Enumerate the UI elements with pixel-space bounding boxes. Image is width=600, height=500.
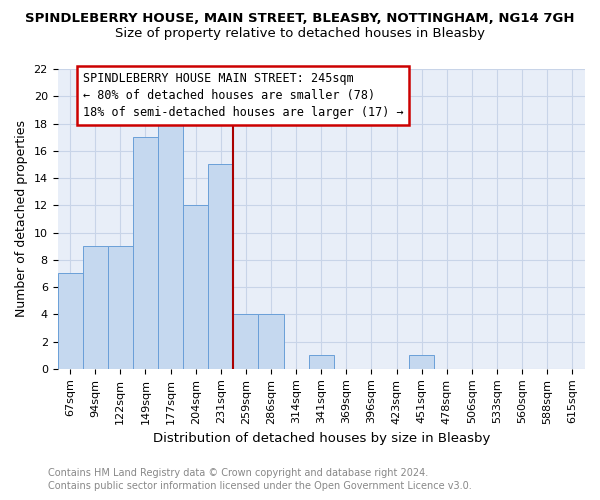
Bar	[158, 124, 183, 369]
Bar	[108, 246, 133, 369]
Text: Contains HM Land Registry data © Crown copyright and database right 2024.: Contains HM Land Registry data © Crown c…	[48, 468, 428, 477]
Bar	[133, 137, 158, 369]
Bar	[309, 355, 334, 369]
Bar	[409, 355, 434, 369]
Text: Contains public sector information licensed under the Open Government Licence v3: Contains public sector information licen…	[48, 481, 472, 491]
Bar	[233, 314, 259, 369]
Text: Size of property relative to detached houses in Bleasby: Size of property relative to detached ho…	[115, 28, 485, 40]
Bar	[58, 274, 83, 369]
Y-axis label: Number of detached properties: Number of detached properties	[15, 120, 28, 318]
Bar	[183, 206, 208, 369]
Bar	[83, 246, 108, 369]
Bar	[208, 164, 233, 369]
Text: SPINDLEBERRY HOUSE MAIN STREET: 245sqm
← 80% of detached houses are smaller (78): SPINDLEBERRY HOUSE MAIN STREET: 245sqm ←…	[83, 72, 403, 118]
Bar	[259, 314, 284, 369]
Text: SPINDLEBERRY HOUSE, MAIN STREET, BLEASBY, NOTTINGHAM, NG14 7GH: SPINDLEBERRY HOUSE, MAIN STREET, BLEASBY…	[25, 12, 575, 26]
X-axis label: Distribution of detached houses by size in Bleasby: Distribution of detached houses by size …	[152, 432, 490, 445]
